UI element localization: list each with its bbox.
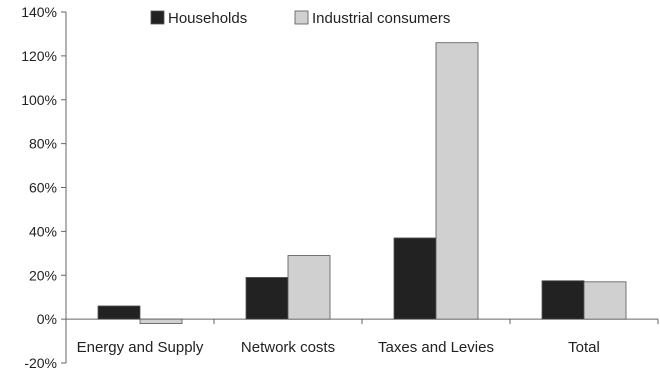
y-tick-label: 0% xyxy=(37,311,57,327)
y-tick-label: 80% xyxy=(29,136,57,152)
legend-swatch xyxy=(150,10,165,25)
legend-swatch xyxy=(294,10,309,25)
category-labels: Energy and Supply Network costs Taxes and … xyxy=(77,339,600,356)
y-tick-label: 140% xyxy=(21,4,57,20)
y-axis-ticks: -20% 0% 20% 40% 60% 80% 100% 120% 140% xyxy=(21,4,66,371)
y-tick-label: 40% xyxy=(29,223,57,239)
y-tick-label: 60% xyxy=(29,180,57,196)
bar-households-1 xyxy=(245,277,289,320)
legend: Households Industrial consumers xyxy=(150,10,450,27)
y-tick-label: 120% xyxy=(21,48,57,64)
bar-households-3 xyxy=(541,280,585,320)
category-label: Taxes and Levies xyxy=(378,339,494,356)
bars xyxy=(97,42,627,324)
category-label: Network costs xyxy=(241,339,335,356)
bar-industrial-2 xyxy=(435,42,479,320)
bar-industrial-1 xyxy=(287,255,331,320)
bar-industrial-0 xyxy=(139,318,183,324)
bar-households-2 xyxy=(393,237,437,320)
legend-label: Industrial consumers xyxy=(312,10,450,27)
y-tick-label: -20% xyxy=(24,355,57,371)
bar-industrial-3 xyxy=(583,281,627,320)
y-tick-label: 100% xyxy=(21,92,57,108)
legend-label: Households xyxy=(168,10,247,27)
bar-households-0 xyxy=(97,305,141,320)
category-label: Energy and Supply xyxy=(77,339,204,356)
category-label: Total xyxy=(568,339,600,356)
y-tick-label: 20% xyxy=(29,267,57,283)
